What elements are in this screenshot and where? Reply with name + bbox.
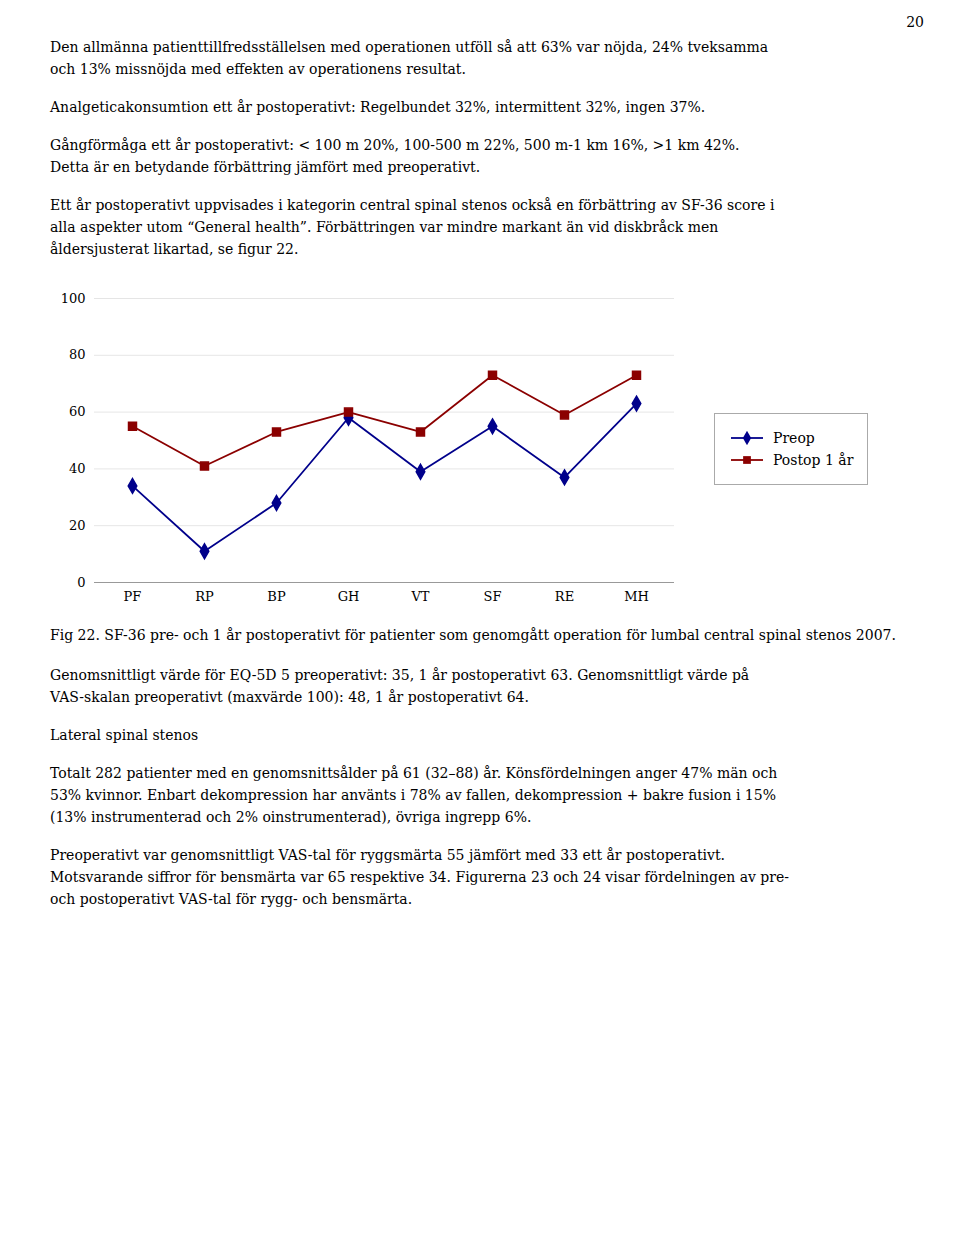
html-text:20: 20 — [906, 14, 924, 30]
svg-text:0: 0 — [77, 575, 85, 590]
html-text:Den allmänna patienttillfredss: Den allmänna patienttillfredsställelsen … — [50, 39, 769, 77]
html-text:Analgeticakonsumtion ett år po: Analgeticakonsumtion ett år postoperativ… — [50, 99, 706, 115]
svg-text:GH: GH — [338, 589, 360, 604]
svg-text:RE: RE — [555, 589, 574, 604]
html-text:Gångförmåga ett år postoperati: Gångförmåga ett år postoperativt: < 100 … — [50, 137, 740, 175]
html-text:Ett år postoperativt uppvisade: Ett år postoperativt uppvisades i katego… — [50, 197, 775, 257]
svg-text:PF: PF — [124, 589, 142, 604]
svg-text:20: 20 — [69, 518, 86, 533]
svg-text:RP: RP — [195, 589, 214, 604]
svg-text:BP: BP — [267, 589, 286, 604]
html-text:Preop: Preop — [773, 430, 815, 446]
html-text:Lateral spinal stenos: Lateral spinal stenos — [50, 727, 199, 743]
svg-text:40: 40 — [69, 461, 86, 476]
svg-text:VT: VT — [410, 589, 429, 604]
html-text:Genomsnittligt värde för EQ-5D: Genomsnittligt värde för EQ-5D 5 preoper… — [50, 667, 750, 705]
svg-text:60: 60 — [69, 404, 86, 419]
svg-text:MH: MH — [624, 589, 649, 604]
html-text:Postop 1 år: Postop 1 år — [773, 452, 854, 468]
html-text:Preoperativt var genomsnittlig: Preoperativt var genomsnittligt VAS-tal … — [50, 847, 789, 907]
svg-text:100: 100 — [61, 291, 86, 306]
html-text:Fig 22. SF-36 pre- och 1 år po: Fig 22. SF-36 pre- och 1 år postoperativ… — [50, 627, 896, 643]
html-text:Totalt 282 patienter med en ge: Totalt 282 patienter med en genomsnittså… — [50, 765, 778, 825]
svg-text:80: 80 — [69, 347, 86, 362]
svg-text:SF: SF — [484, 589, 502, 604]
